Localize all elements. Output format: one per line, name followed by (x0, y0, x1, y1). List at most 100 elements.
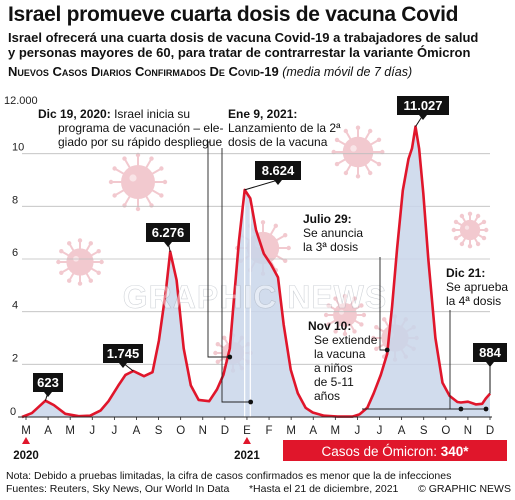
virus-spot (129, 174, 137, 182)
virus-spike-tip (88, 278, 93, 283)
virus-spike-tip (96, 249, 101, 254)
virus-spike-tip (459, 213, 465, 219)
x-tick-label: D (221, 425, 229, 437)
virus-body (342, 136, 374, 168)
x-tick-label: S (420, 425, 428, 437)
virus-spike-tip (67, 241, 72, 246)
virus-spike-tip (334, 137, 340, 143)
callout-box (473, 343, 507, 362)
virus-spike-tip (368, 128, 373, 134)
footer-note: Nota: Debido a pruebas limitadas, la cif… (6, 470, 452, 482)
virus-spike-tip (149, 203, 154, 208)
callout-value-label: 884 (479, 345, 501, 360)
virus-spike-tip (355, 125, 361, 130)
virus-icon (56, 238, 104, 286)
virus-spike-tip (361, 312, 367, 318)
virus-spike-tip (380, 149, 385, 155)
callout-pointer (44, 392, 52, 397)
annotation-line: Israel inicia su (114, 107, 190, 121)
series-area (22, 126, 490, 417)
x-tick-label: M (65, 425, 75, 437)
annotation-line: Se anuncia (303, 226, 363, 240)
x-tick-label: A (309, 425, 317, 437)
year-label: 2021 (234, 450, 260, 462)
callout-pointer (419, 115, 427, 120)
virus-spike-tip (159, 193, 164, 198)
callout-box (103, 344, 143, 363)
virus-spike-tip (355, 174, 361, 179)
footer-sources: Fuentes: Reuters, Sky News, Our World In… (6, 483, 230, 495)
virus-spike-tip (326, 322, 331, 327)
footer-credit: © GRAPHIC NEWS (418, 483, 511, 495)
virus-spike-tip (382, 317, 387, 322)
annotation-date: Dic 21: (446, 266, 489, 280)
virus-spike-tip (99, 259, 104, 265)
annotation-line: la 3ª dosis (303, 240, 358, 254)
virus-spike-tip (467, 244, 473, 249)
y-tick-label: 2 (12, 352, 18, 364)
annotation-line: a niños (314, 361, 353, 375)
virus-spike-tip (162, 179, 168, 185)
virus-spike-tip (96, 270, 101, 275)
y-tick-label: 8 (12, 194, 18, 206)
virus-spike-tip (475, 241, 481, 247)
annotation-leader (449, 310, 486, 410)
annotation-line: la 4ª dosis (446, 294, 501, 308)
x-tick-label: J (89, 425, 95, 437)
virus-icon (108, 152, 168, 212)
x-tick-label: F (266, 425, 273, 437)
virus-spike-tip (342, 293, 348, 299)
virus-spot (338, 309, 345, 315)
virus-spike-tip (453, 219, 459, 225)
virus-spike-tip (215, 359, 220, 364)
virus-spike-tip (326, 303, 331, 308)
series-line (21, 125, 491, 419)
x-tick-label: J (112, 425, 118, 437)
virus-spike-tip (334, 161, 340, 167)
virus-spike-tip (374, 325, 379, 330)
x-tick-label: M (21, 425, 31, 437)
virus-spike-tip (451, 227, 456, 233)
virus-spike-tip (374, 346, 379, 351)
virus-spike-tip (359, 303, 364, 308)
virus-spike-tip (122, 156, 127, 161)
virus-spike-tip (342, 331, 348, 337)
virus-spike-tip (484, 227, 489, 233)
annotation-date: Ene 9, 2021: (228, 107, 301, 121)
virus-spike-tip (122, 203, 127, 208)
virus-spike-tip (481, 235, 487, 241)
annotation-line: Se aprueba (446, 280, 508, 294)
virus-body (333, 303, 357, 327)
annotation-line: programa de vacunación – ele- (58, 121, 223, 135)
virus-spike-tip (159, 166, 164, 171)
virus-spike-tip (343, 128, 348, 134)
callout-value-label: 11.027 (403, 98, 442, 113)
y-tick-label: 4 (12, 300, 18, 312)
x-tick-label: M (286, 425, 296, 437)
virus-spike-tip (333, 296, 338, 301)
year-label: 2020 (13, 450, 39, 462)
callout-pointer (164, 242, 172, 247)
virus-spike-tip (323, 312, 329, 318)
callout-box (33, 373, 63, 392)
year-marker (242, 437, 251, 444)
subtitle-line-2: y personas mayores de 60, para tratar de… (8, 45, 471, 60)
virus-spike-tip (260, 220, 266, 225)
annotation-text: Ene 9, 2021: Lanzamiento de la 2ª dosis d… (228, 107, 341, 149)
virus-spot (350, 145, 357, 152)
virus-spike-tip (222, 335, 227, 340)
y-tick-label: 10 (12, 142, 24, 154)
virus-spike-tip (283, 258, 288, 263)
y-axis-unit-label: 12.000 (4, 95, 38, 107)
virus-spike-tip (215, 342, 220, 347)
virus-spike-tip (481, 219, 487, 225)
virus-icon (323, 293, 367, 337)
virus-spike-tip (108, 179, 114, 185)
x-tick-label: N (199, 425, 207, 437)
virus-spike-tip (286, 245, 291, 251)
x-tick-label: A (44, 425, 52, 437)
omicron-count: 340* (441, 444, 470, 459)
x-tick-label: S (155, 425, 163, 437)
virus-spike-tip (467, 211, 473, 216)
virus-body (66, 248, 94, 276)
